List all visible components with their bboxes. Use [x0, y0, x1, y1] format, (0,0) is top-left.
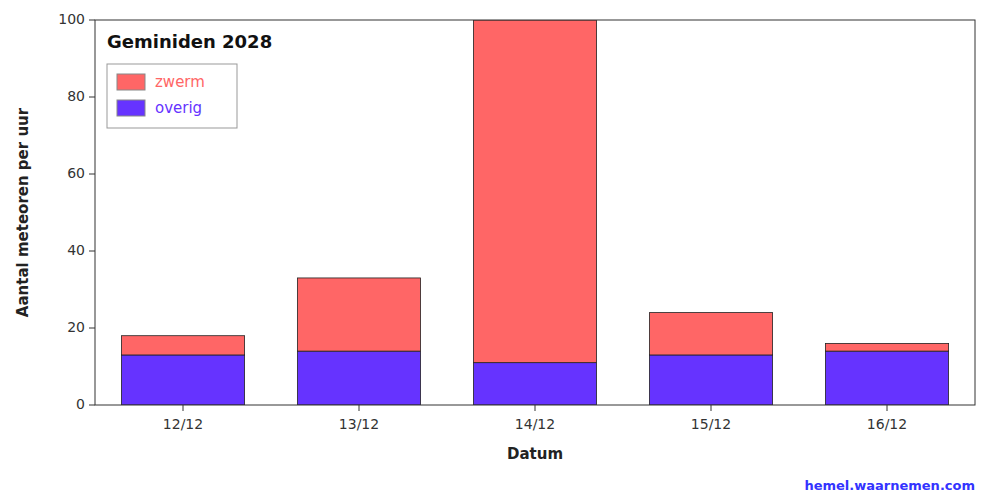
x-tick: [359, 405, 360, 411]
bars: [121, 20, 948, 405]
bar-segment: [825, 351, 948, 405]
x-tick: [887, 405, 888, 411]
x-tick-label: 15/12: [691, 416, 731, 432]
bar-segment: [649, 313, 772, 355]
y-tick-label: 40: [67, 242, 85, 258]
legend-box: [107, 64, 237, 128]
bar-segment: [121, 336, 244, 355]
y-tick-label: 60: [67, 165, 85, 181]
x-tick: [183, 405, 184, 411]
bar-segment: [297, 278, 420, 351]
y-tick: [89, 20, 95, 21]
bar-segment: [473, 20, 596, 363]
legend: zwerm overig: [107, 64, 237, 128]
chart-title: Geminiden 2028: [107, 31, 272, 52]
y-axis: 0 20 40 60 80 100: [58, 11, 95, 412]
bar-segment: [825, 343, 948, 351]
legend-swatch: [117, 100, 145, 116]
y-tick: [89, 174, 95, 175]
y-tick-label: 20: [67, 319, 85, 335]
x-tick-label: 16/12: [867, 416, 907, 432]
legend-label: overig: [155, 99, 202, 117]
bar-segment: [473, 363, 596, 405]
x-tick-label: 14/12: [515, 416, 555, 432]
y-tick: [89, 251, 95, 252]
bar-segment: [649, 355, 772, 405]
y-tick: [89, 328, 95, 329]
bar-segment: [297, 351, 420, 405]
legend-swatch: [117, 74, 145, 90]
bar-segment: [121, 355, 244, 405]
plot-frame: [95, 20, 975, 405]
x-tick: [711, 405, 712, 411]
x-axis: 12/12 13/12 14/12 15/12 16/12: [163, 405, 907, 432]
x-tick-label: 12/12: [163, 416, 203, 432]
x-tick-label: 13/12: [339, 416, 379, 432]
y-tick: [89, 97, 95, 98]
x-axis-title: Datum: [507, 445, 563, 463]
y-axis-title: Aantal meteoren per uur: [14, 107, 32, 317]
watermark: hemel.waarnemen.com: [804, 478, 975, 493]
x-tick: [535, 405, 536, 411]
y-tick-label: 0: [76, 396, 85, 412]
y-tick-label: 80: [67, 88, 85, 104]
chart-container: 0 20 40 60 80 100 12/12 13/12 14/12 15/12 16/12 Dat…: [0, 0, 1000, 500]
legend-label: zwerm: [155, 73, 205, 91]
y-tick: [89, 405, 95, 406]
y-tick-label: 100: [58, 11, 85, 27]
chart-svg: 0 20 40 60 80 100 12/12 13/12 14/12 15/12 16/12 Dat…: [0, 0, 1000, 500]
